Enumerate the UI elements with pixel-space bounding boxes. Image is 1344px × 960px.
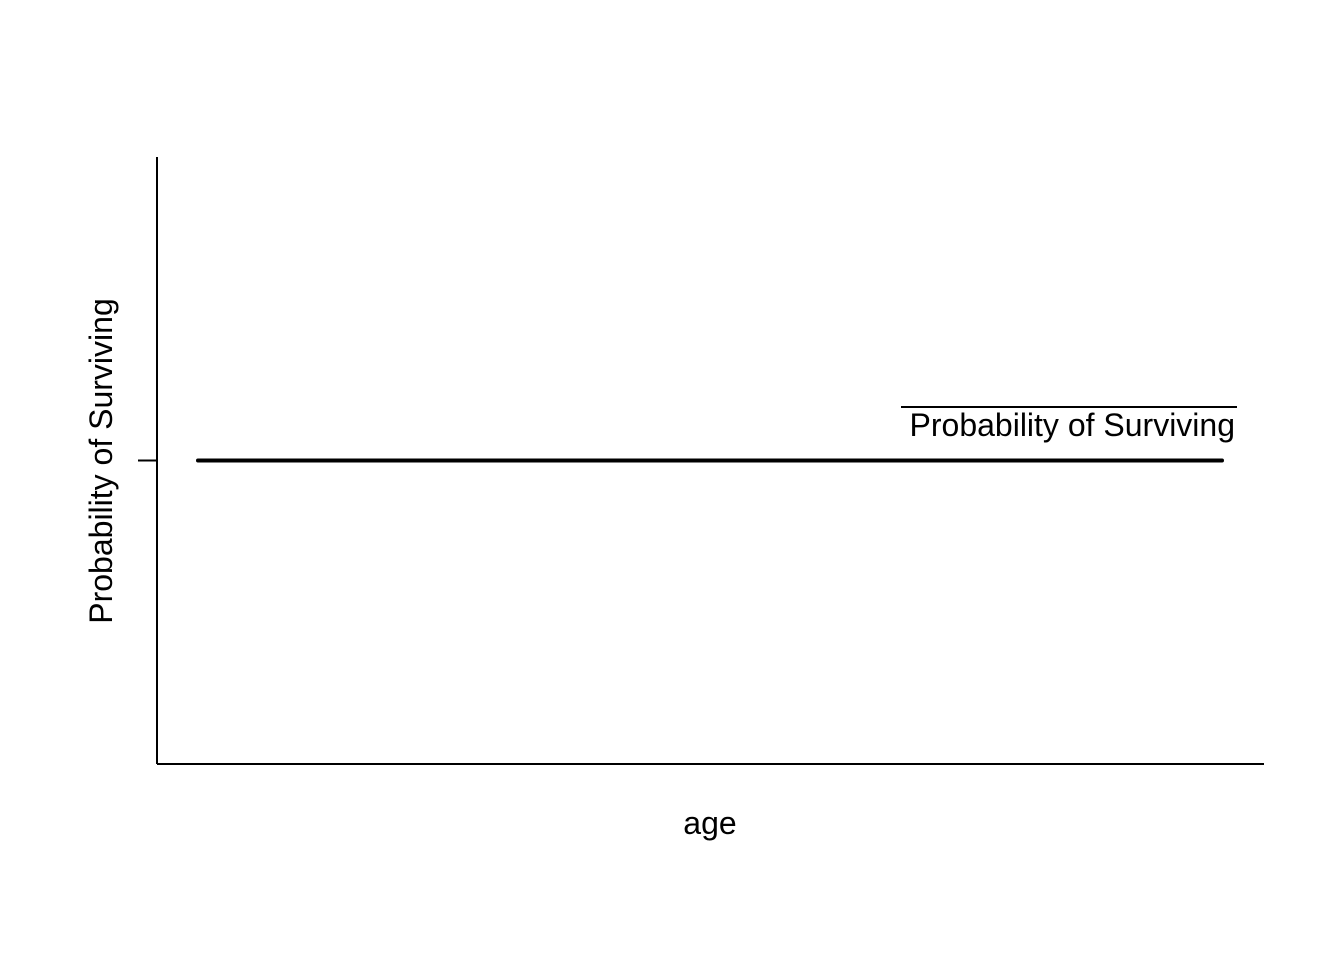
y-axis-label: Probability of Surviving xyxy=(83,298,119,623)
x-axis-label: age xyxy=(683,805,736,841)
series-annotation-label: Probability of Surviving xyxy=(910,407,1235,443)
